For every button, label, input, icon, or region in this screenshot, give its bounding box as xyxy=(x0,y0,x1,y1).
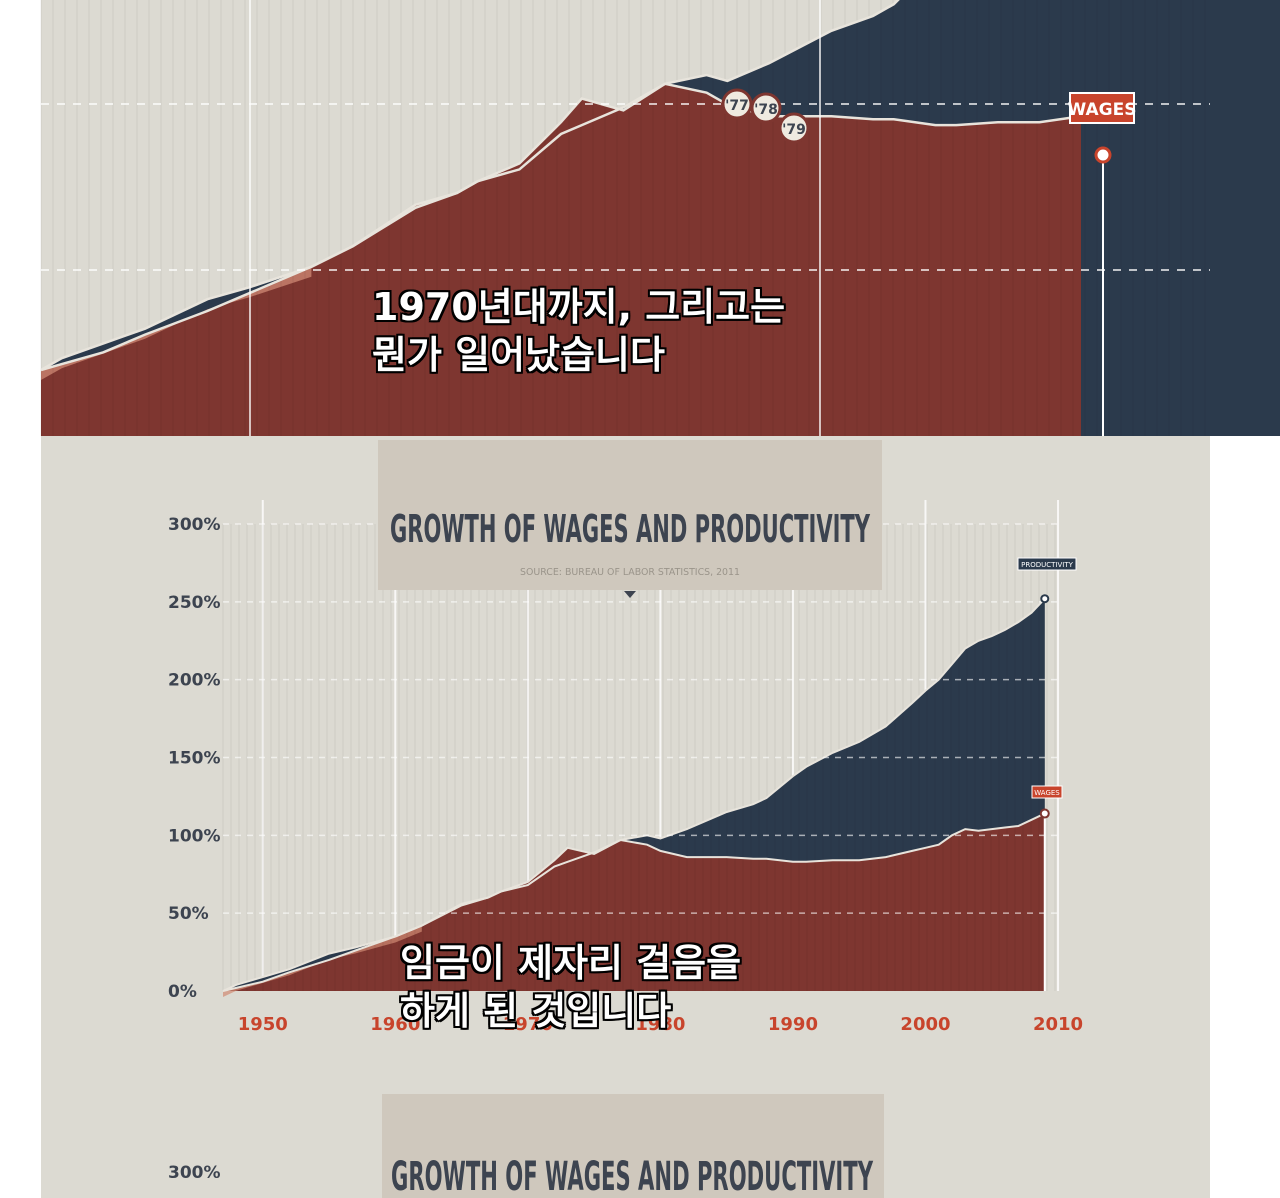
middle-panel-full-chart: 0% 50% 100% 150% 200% 250% 300% PRODUCTIVITY WAG… xyxy=(41,436,1210,1084)
middle-subtitle-line-2: 하게 된 것입니다 xyxy=(400,988,672,1033)
wages-line xyxy=(222,812,1046,992)
year-marker-label: '78 xyxy=(754,102,778,118)
year-marker-label: '79 xyxy=(782,122,806,138)
middle-y-tick-label: 300% xyxy=(168,515,221,535)
year-marker-circle xyxy=(778,112,810,144)
bottom-title-box xyxy=(382,1094,884,1198)
middle-y-tick-label: 50% xyxy=(168,904,209,924)
bottom-panel-partial-chart: GROWTH OF WAGES AND PRODUCTIVITY 300% xyxy=(41,1084,1210,1198)
middle-subtitle: 임금이 제자리 걸음을 하게 된 것입니다 xyxy=(400,940,741,1035)
productivity-tag-box xyxy=(1017,557,1077,571)
year-marker-circle xyxy=(750,92,782,124)
middle-y-tick-label: 150% xyxy=(168,749,221,769)
bottom-y-tick-label: 300% xyxy=(168,1163,221,1183)
wages-area xyxy=(223,813,1045,991)
middle-subtitle-line-1: 임금이 제자리 걸음을 xyxy=(400,941,742,985)
productivity-end-point xyxy=(1040,594,1050,604)
middle-title-box xyxy=(378,440,882,590)
middle-x-tick-label: 1960 xyxy=(370,1014,420,1035)
top-wages-tag-label: WAGES xyxy=(1068,100,1137,120)
middle-x-tick-label: 1980 xyxy=(635,1014,685,1035)
middle-chart-title: GROWTH OF WAGES AND PRODUCTIVITY xyxy=(390,507,870,551)
top-subtitle-line-1: 1970년대까지, 그리고는 xyxy=(372,285,786,329)
middle-x-tick-label: 1970 xyxy=(503,1014,553,1035)
middle-y-tick-label: 0% xyxy=(168,982,197,1002)
wages-tag-box xyxy=(1031,785,1063,799)
middle-y-tick-label: 250% xyxy=(168,593,221,613)
year-marker-label: '77 xyxy=(725,98,749,114)
title-pointer-icon xyxy=(624,591,636,598)
top-wages-tag-box xyxy=(1069,92,1135,124)
productivity-tag-label: PRODUCTIVITY xyxy=(1021,561,1073,569)
top-subtitle-line-2: 뭔가 일어났습니다 xyxy=(372,332,665,377)
wages-end-point xyxy=(1039,808,1050,819)
top-panel-zoomed-chart: WAGES '77 '78'79 xyxy=(40,0,1280,437)
middle-chart-source: SOURCE: BUREAU OF LABOR STATISTICS, 2011 xyxy=(520,567,740,578)
top-subtitle: 1970년대까지, 그리고는 뭔가 일어났습니다 xyxy=(372,284,785,379)
top-wages-line xyxy=(40,82,1082,372)
middle-x-tick-label: 1950 xyxy=(238,1014,288,1035)
middle-y-tick-label: 200% xyxy=(168,671,221,691)
middle-x-tick-label: 2000 xyxy=(900,1014,950,1035)
middle-x-tick-label: 1990 xyxy=(768,1014,818,1035)
wages-tag-label: WAGES xyxy=(1034,789,1060,797)
middle-x-tick-label: 2010 xyxy=(1033,1014,1083,1035)
top-wages-end-point xyxy=(1094,146,1112,164)
year-marker-circle xyxy=(721,88,753,120)
bottom-chart-title: GROWTH OF WAGES AND PRODUCTIVITY xyxy=(391,1154,874,1198)
middle-y-tick-label: 100% xyxy=(168,826,221,846)
